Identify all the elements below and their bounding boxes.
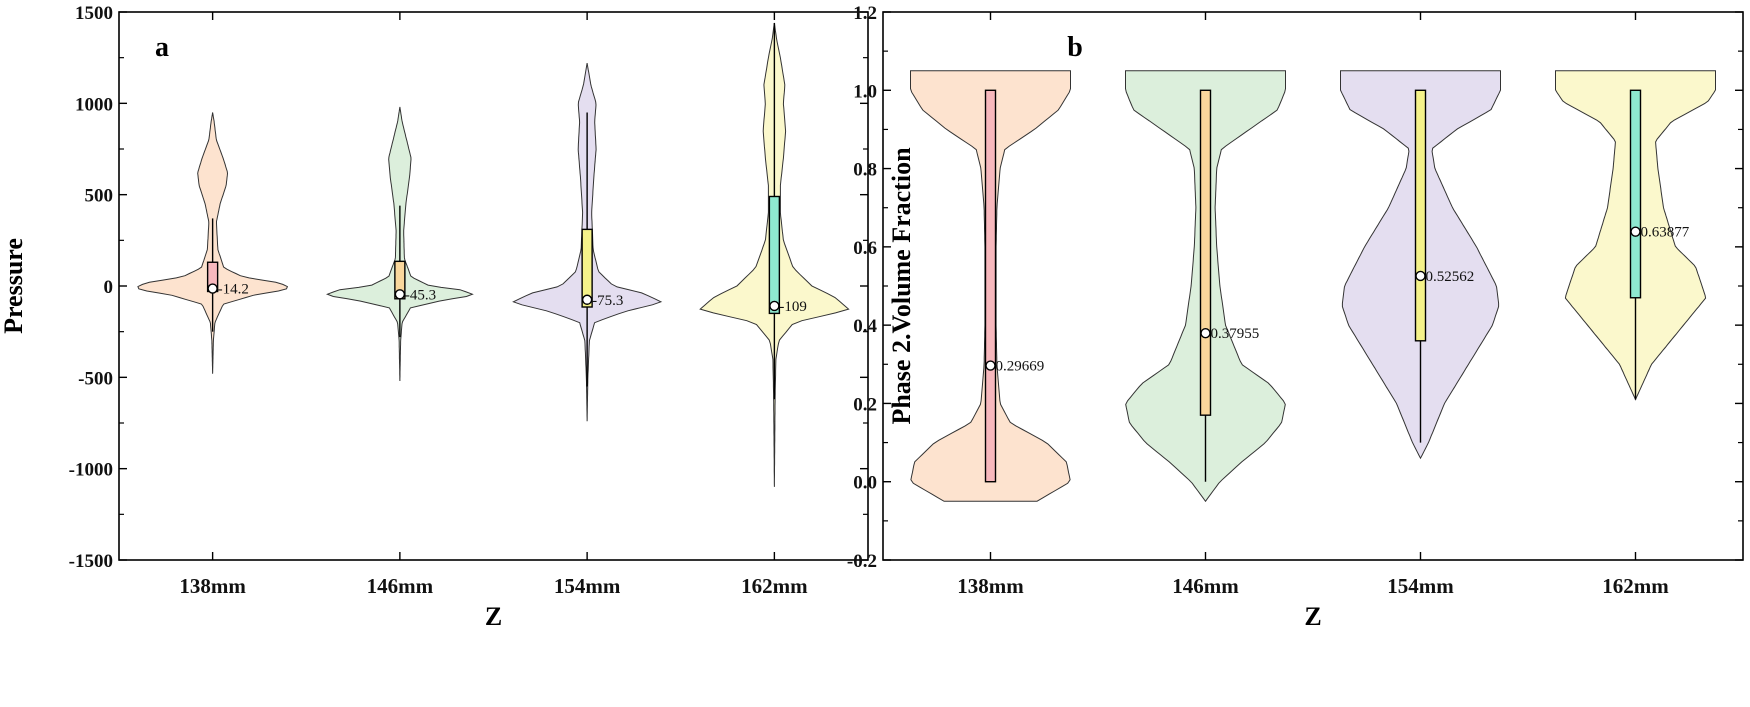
median-label-138mm: 0.29669 [996, 359, 1045, 375]
y-axis-title: Phase 2.Volume Fraction [887, 147, 916, 425]
y-tick-label: 1000 [75, 94, 113, 115]
y-tick-label: -1500 [69, 551, 113, 572]
iqr-box-154mm [581, 228, 593, 308]
x-tick-label-138mm: 138mm [179, 574, 246, 598]
x-tick-label-146mm: 146mm [1172, 574, 1239, 598]
y-tick-label: 0.4 [853, 316, 877, 337]
median-label-154mm: 0.52562 [1426, 269, 1475, 285]
y-tick-label: 1500 [75, 3, 113, 24]
y-axis-title: Pressure [0, 238, 28, 334]
x-tick-label-146mm: 146mm [367, 574, 434, 598]
panel-letter: a [155, 32, 169, 63]
y-tick-label: 0 [104, 277, 114, 298]
median-marker-146mm [394, 289, 406, 300]
x-tick-label-138mm: 138mm [957, 574, 1024, 598]
y-tick-label: 1.2 [853, 3, 877, 24]
x-tick-label-154mm: 154mm [1387, 574, 1454, 598]
iqr-box-154mm [1414, 89, 1427, 342]
median-marker-154mm [1415, 270, 1426, 282]
y-tick-label: -1000 [69, 460, 113, 481]
y-tick-label: 0.2 [853, 394, 877, 415]
iqr-box-162mm [768, 195, 781, 315]
median-label-146mm: -45.3 [405, 287, 436, 303]
x-tick-label-162mm: 162mm [1602, 574, 1669, 598]
median-label-162mm: 0.63877 [1641, 225, 1690, 241]
y-tick-label: 0.0 [853, 473, 877, 494]
iqr-box-146mm [1199, 89, 1212, 416]
y-tick-label: -500 [78, 368, 113, 389]
median-marker-146mm [1200, 327, 1211, 339]
x-tick-label-154mm: 154mm [554, 574, 621, 598]
y-tick-label: -0.2 [847, 551, 877, 572]
chart-panel-a: -1500 -1000 -500 0 500 1000 1500 138mm 146mm 154m… [0, 3, 869, 631]
y-tick-label: 0.6 [853, 238, 877, 259]
panel-letter: b [1067, 32, 1083, 63]
median-label-146mm: 0.37955 [1211, 326, 1260, 342]
median-marker-162mm [1630, 226, 1641, 237]
y-tick-label: 1.0 [853, 81, 877, 102]
x-tick-label-162mm: 162mm [741, 574, 808, 598]
median-label-154mm: -75.3 [592, 293, 623, 309]
iqr-box-162mm [1629, 89, 1642, 299]
median-marker-154mm [581, 294, 593, 305]
x-axis-title: Z [485, 602, 502, 631]
median-marker-138mm [985, 360, 996, 371]
y-tick-label: 0.8 [853, 160, 877, 181]
iqr-box-138mm [984, 89, 997, 483]
x-axis-title: Z [1304, 602, 1321, 631]
chart-panel-b: -0.2 0.0 0.2 0.4 0.6 0.8 1.0 1.2 138mm 146mm 154mm… [847, 3, 1744, 631]
y-tick-label: 500 [85, 186, 114, 207]
median-marker-138mm [207, 283, 218, 294]
median-label-138mm: -14.2 [218, 282, 249, 298]
median-label-162mm: -109 [779, 299, 807, 315]
median-marker-162mm [769, 300, 780, 312]
